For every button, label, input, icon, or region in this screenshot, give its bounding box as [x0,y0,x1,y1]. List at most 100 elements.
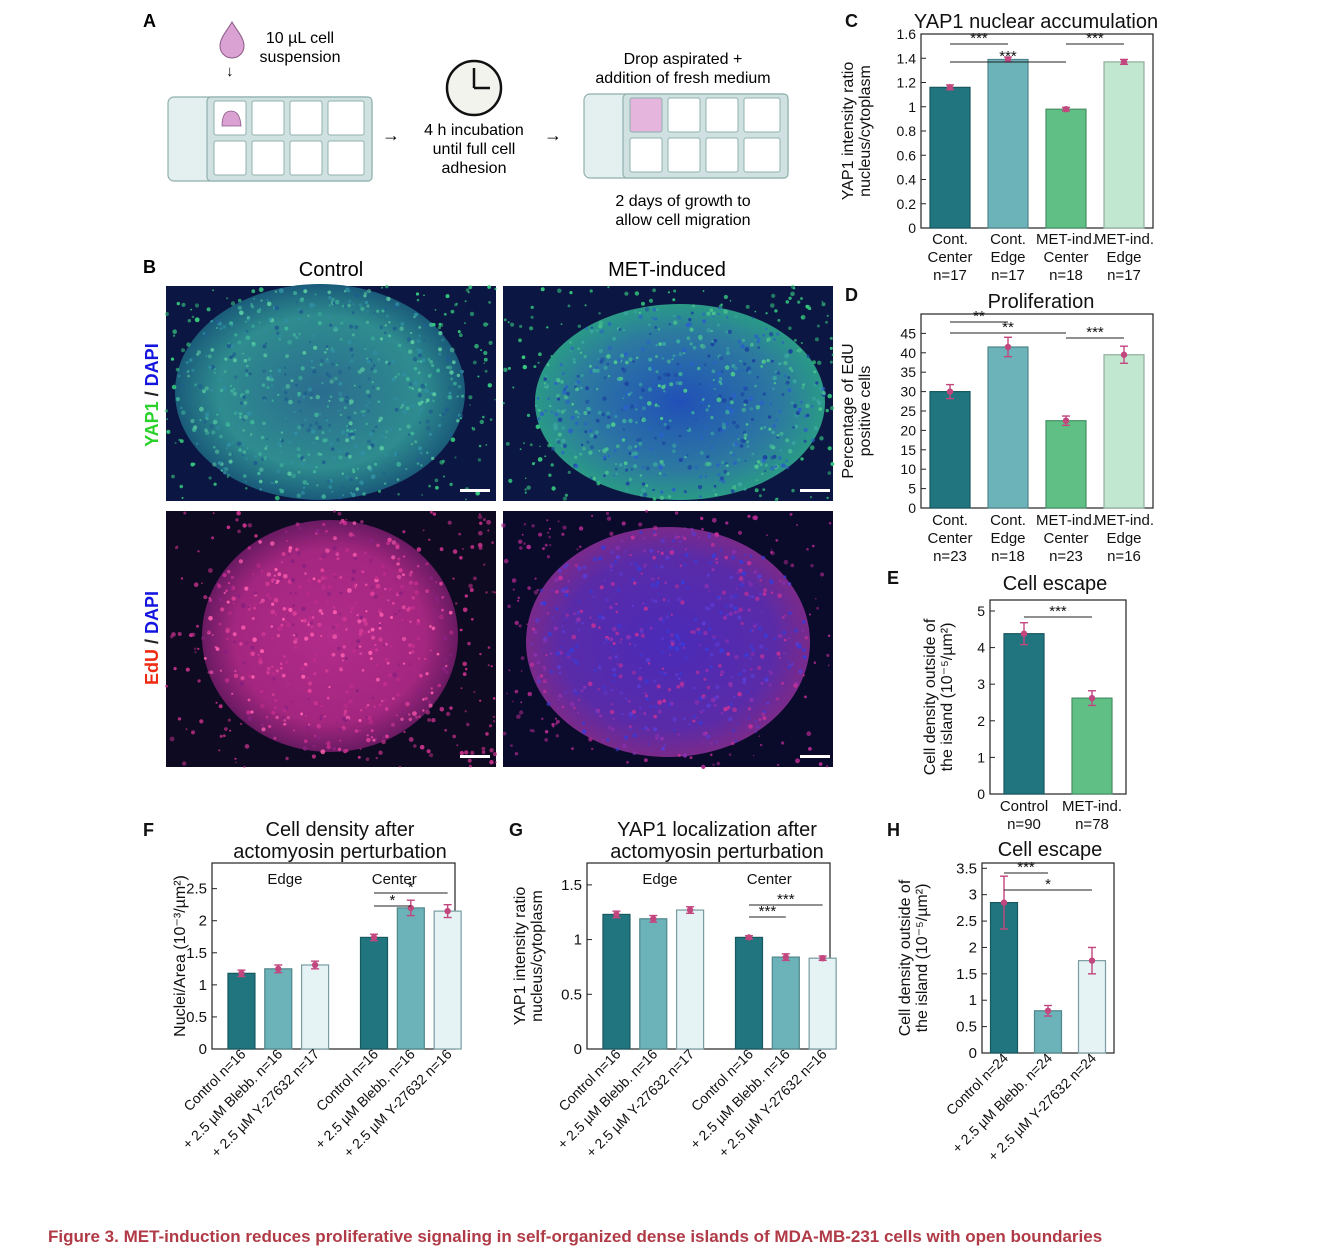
y-tick-label: 1.5 [561,877,582,894]
chart-e: E Cell escape 0 1 2 3 4 5 Cell density outside o… [887,568,1127,833]
significance-label: * [408,879,414,896]
category-label: MET-ind. [1094,512,1154,529]
y-axis-label: the island (10⁻⁵/µm²) [939,623,956,772]
y-tick-label: 1 [969,992,977,1009]
y-axis-label: positive cells [857,366,874,457]
category-label: n=18 [1049,267,1083,284]
y-tick-label: 0.5 [956,1019,977,1036]
significance-label: *** [1017,859,1035,876]
mean-marker [1004,343,1012,351]
y-tick-label: 0 [977,786,985,802]
significance-label: *** [1086,30,1104,47]
panel-letter-c: C [845,11,858,31]
micrograph-edu-control [165,510,497,768]
panel-letter-f: F [143,820,154,840]
mean-marker [650,915,657,922]
y-tick-label: 0.5 [186,1009,207,1026]
label-yap1: YAP1 [142,401,162,446]
y-tick-label: 5 [908,481,916,497]
mean-marker [238,970,245,977]
y-tick-label: 1.6 [897,26,917,42]
mean-marker [1120,351,1128,358]
mean-marker [946,388,954,395]
chamber-slide-after [583,93,789,179]
chart-h: H Cell escape 0 0.5 1 1.5 2 2.5 3 3.5 Cell density… [887,820,1115,1164]
label-edu: EdU [142,649,162,685]
y-axis-label: Cell density outside of [922,618,939,775]
chart-title: YAP1 nuclear accumulation [914,11,1158,33]
group-label-center: Center [372,871,417,888]
mean-marker [311,961,319,969]
figure-caption: Figure 3. MET-induction reduces prolifer… [48,1227,1103,1246]
category-label: Center [1043,249,1088,266]
bar [602,913,631,1050]
mean-marker [444,907,451,915]
category-label: Cont. [932,231,968,248]
category-label: n=17 [991,267,1025,284]
category-label: Center [1043,530,1088,547]
bar [639,918,668,1050]
category-label: Edge [1106,249,1141,266]
y-tick-label: 0 [908,500,916,516]
incubation-text-line1: 4 h incubation [424,122,524,139]
category-label: MET-ind. [1036,512,1096,529]
y-tick-label: 20 [900,422,916,438]
clock-icon [445,59,503,117]
mean-marker [1062,417,1070,424]
mean-marker [1020,630,1028,637]
category-label: n=18 [991,548,1025,565]
chart-title-line2: actomyosin perturbation [610,841,823,863]
plot-frame [586,862,831,1050]
label-dapi: DAPI [142,343,162,386]
y-tick-label: 2.5 [186,881,207,898]
category-label: Control [1000,798,1048,815]
bar [929,86,971,229]
category-label: Center [927,530,972,547]
bar [1003,633,1045,795]
significance-label: *** [970,30,988,47]
category-label: Edge [990,249,1025,266]
y-tick-label: 10 [900,461,916,477]
significance-label: * [389,892,395,909]
category-label: MET-ind. [1036,231,1096,248]
significance-label: * [1045,876,1051,893]
panel-a: A ↓ 10 µL cell suspension → 4 h incubati… [143,11,789,229]
group-label-edge: Edge [267,871,302,888]
category-label: n=17 [1107,267,1141,284]
mean-marker [613,911,620,918]
y-tick-label: 1 [908,99,916,115]
y-axis-label: the island (10⁻⁵/µm²) [914,884,931,1033]
panel-letter-a: A [143,11,156,31]
droplet-icon [219,21,245,59]
chart-title-line2: actomyosin perturbation [233,841,446,863]
chart-c: C YAP1 nuclear accumulation 0 0.2 0.4 0.6 0.8 1… [840,11,1158,284]
mean-marker [1004,56,1012,63]
label-slash: / [142,634,162,649]
category-label: Cont. [932,512,968,529]
category-label: Center [927,249,972,266]
bar [300,964,330,1050]
growth-text-line2: allow cell migration [615,212,750,229]
bar [1103,354,1145,509]
y-tick-label: 2.5 [956,913,977,930]
bar [734,936,764,1050]
y-tick-label: 3 [977,676,985,692]
mean-marker [946,84,954,91]
mean-marker [1088,694,1096,702]
y-tick-label: 1 [977,749,985,765]
group-label-center: Center [747,871,792,888]
category-label: n=16 [1107,548,1141,565]
mean-marker [745,934,753,941]
mean-marker [782,953,790,961]
y-axis-label: YAP1 intensity ratio [512,887,529,1026]
mean-marker [1088,957,1096,964]
significance-label: *** [999,48,1017,65]
category-label: MET-ind. [1094,231,1154,248]
bar [675,909,705,1050]
panel-letter-d: D [845,285,858,305]
category-label: Cont. [990,231,1026,248]
chart-title-line1: YAP1 localization after [617,819,817,841]
category-label: Edge [990,530,1025,547]
y-tick-label: 2 [977,713,985,729]
